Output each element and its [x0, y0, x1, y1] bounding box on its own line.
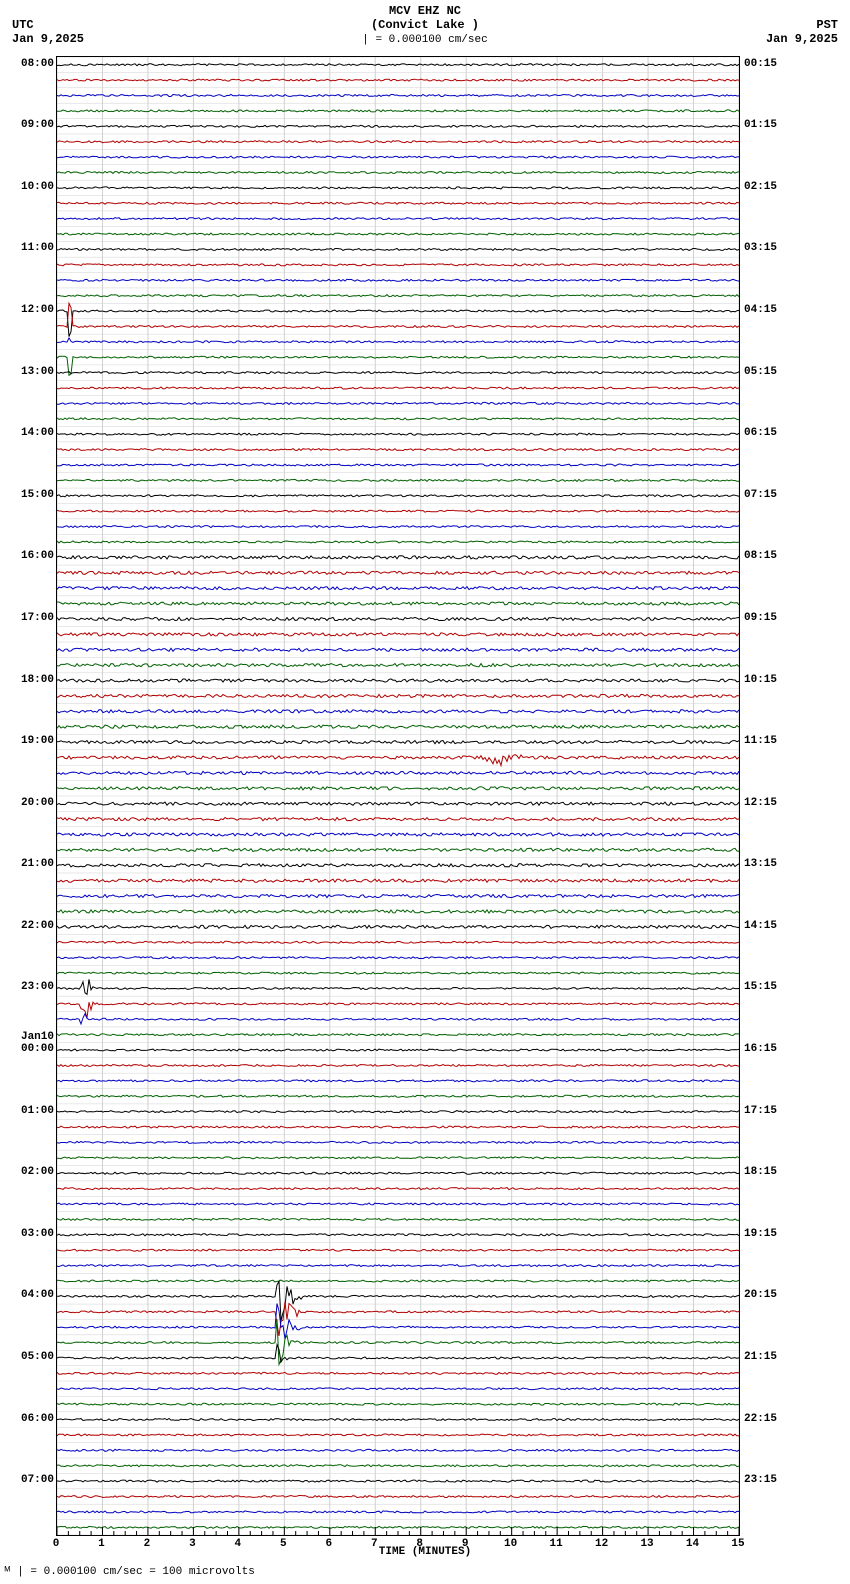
pst-time-label: 01:15 — [744, 119, 777, 131]
pst-time-label: 20:15 — [744, 1289, 777, 1301]
pst-time-label: 16:15 — [744, 1043, 777, 1055]
utc-time-label: 17:00 — [0, 612, 54, 624]
utc-time-label: 08:00 — [0, 58, 54, 70]
utc-time-label: 00:00 — [0, 1043, 54, 1055]
utc-time-label: 10:00 — [0, 181, 54, 193]
pst-time-label: 03:15 — [744, 242, 777, 254]
utc-time-label: 11:00 — [0, 242, 54, 254]
utc-time-label: 05:00 — [0, 1351, 54, 1363]
helicorder-svg — [57, 57, 739, 1535]
utc-time-label: 22:00 — [0, 920, 54, 932]
pst-time-label: 02:15 — [744, 181, 777, 193]
utc-time-label: 15:00 — [0, 489, 54, 501]
pst-time-label: 08:15 — [744, 550, 777, 562]
utc-time-label: 23:00 — [0, 981, 54, 993]
pst-time-label: 00:15 — [744, 58, 777, 70]
pst-time-label: 04:15 — [744, 304, 777, 316]
utc-time-label: 03:00 — [0, 1228, 54, 1240]
pst-time-label: 10:15 — [744, 674, 777, 686]
pst-time-label: 17:15 — [744, 1105, 777, 1117]
header: UTC Jan 9,2025 PST Jan 9,2025 MCV EHZ NC… — [0, 0, 850, 56]
utc-time-label: 20:00 — [0, 797, 54, 809]
utc-time-label: 09:00 — [0, 119, 54, 131]
utc-time-label: 16:00 — [0, 550, 54, 562]
pst-time-label: 18:15 — [744, 1166, 777, 1178]
pst-time-label: 23:15 — [744, 1474, 777, 1486]
pst-time-label: 13:15 — [744, 858, 777, 870]
pst-time-label: 15:15 — [744, 981, 777, 993]
utc-time-label: 18:00 — [0, 674, 54, 686]
utc-time-label: 02:00 — [0, 1166, 54, 1178]
utc-time-label: 07:00 — [0, 1474, 54, 1486]
pst-time-label: 06:15 — [744, 427, 777, 439]
pst-time-label: 09:15 — [744, 612, 777, 624]
pst-time-label: 21:15 — [744, 1351, 777, 1363]
pst-time-label: 11:15 — [744, 735, 777, 747]
pst-time-label: 07:15 — [744, 489, 777, 501]
scale-indicator: | = 0.000100 cm/sec — [0, 34, 850, 46]
pst-time-label: 05:15 — [744, 366, 777, 378]
station-code: MCV EHZ NC — [0, 4, 850, 18]
station-location: (Convict Lake ) — [0, 18, 850, 32]
footer-scale: ᴹ | = 0.000100 cm/sec = 100 microvolts — [4, 1566, 255, 1578]
pst-time-label: 19:15 — [744, 1228, 777, 1240]
utc-time-label: 06:00 — [0, 1413, 54, 1425]
utc-time-label: 01:00 — [0, 1105, 54, 1117]
utc-time-label: 04:00 — [0, 1289, 54, 1301]
pst-time-label: 12:15 — [744, 797, 777, 809]
utc-time-label: 13:00 — [0, 366, 54, 378]
utc-time-label: 12:00 — [0, 304, 54, 316]
pst-time-label: 14:15 — [744, 920, 777, 932]
x-axis-title: TIME (MINUTES) — [0, 1546, 850, 1558]
utc-date-change-label: Jan10 — [0, 1031, 54, 1043]
seismogram-container: UTC Jan 9,2025 PST Jan 9,2025 MCV EHZ NC… — [0, 0, 850, 1584]
utc-time-label: 19:00 — [0, 735, 54, 747]
utc-time-label: 14:00 — [0, 427, 54, 439]
helicorder-plot — [56, 56, 740, 1536]
pst-time-label: 22:15 — [744, 1413, 777, 1425]
utc-time-label: 21:00 — [0, 858, 54, 870]
